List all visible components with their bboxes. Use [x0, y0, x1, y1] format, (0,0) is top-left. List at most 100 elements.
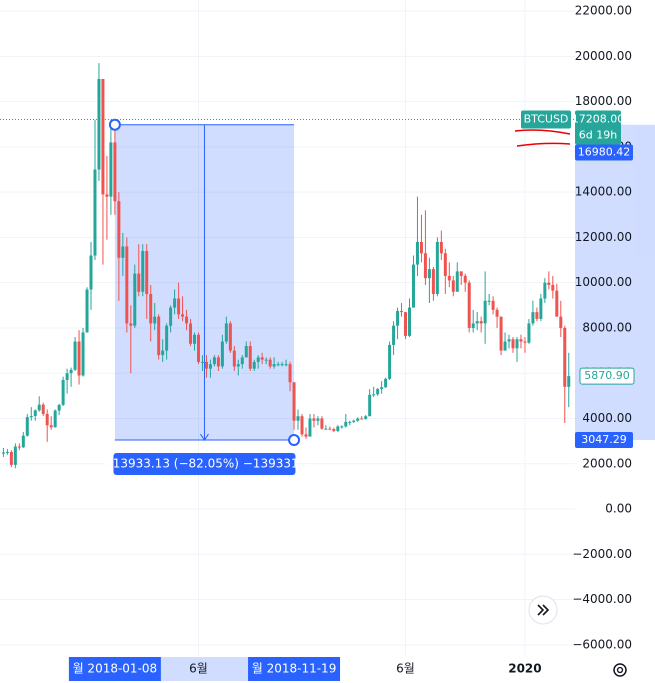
- candle-body: [567, 376, 571, 387]
- candle-body: [316, 418, 320, 421]
- candle-body: [153, 316, 157, 324]
- candle-body: [204, 361, 208, 369]
- candle-body: [133, 273, 137, 326]
- candle-body: [220, 341, 224, 367]
- last-price-box: [579, 367, 635, 385]
- candle-body: [45, 413, 49, 426]
- candle-body: [447, 275, 451, 281]
- candle-body: [252, 361, 256, 369]
- y-tick-label: 20000.00: [575, 49, 632, 63]
- candle-body: [312, 418, 316, 421]
- candle-body: [240, 357, 244, 365]
- candle-body: [85, 289, 89, 333]
- candle-body: [360, 418, 364, 420]
- candle-body: [117, 201, 121, 258]
- scroll-button[interactable]: [528, 595, 558, 625]
- candle-body: [264, 359, 268, 361]
- candle-body: [439, 241, 443, 254]
- candle-body: [431, 269, 435, 295]
- candle-body: [224, 323, 228, 342]
- candle-body: [475, 321, 479, 324]
- candle-body: [81, 332, 85, 376]
- candle-body: [41, 404, 45, 414]
- candle-body: [392, 325, 396, 345]
- candle-body: [352, 420, 356, 422]
- candle-body: [9, 451, 13, 465]
- measure-handle: [108, 118, 121, 131]
- last-price-label: 5870.90: [584, 369, 630, 382]
- candle-body: [507, 339, 511, 342]
- candle-body: [324, 428, 328, 430]
- candle-body: [483, 300, 487, 324]
- candle-body: [232, 350, 236, 367]
- candle-body: [193, 334, 197, 344]
- candle-body: [515, 339, 519, 349]
- candle-body: [495, 309, 499, 317]
- candle-body: [29, 415, 33, 418]
- candle-body: [33, 410, 37, 416]
- candle-body: [427, 269, 431, 279]
- candle-body: [423, 253, 427, 279]
- candle-body: [463, 275, 467, 283]
- candle-body: [304, 434, 308, 437]
- candle-body: [459, 271, 463, 276]
- candle-body: [455, 271, 459, 292]
- candle-body: [555, 290, 559, 317]
- candle-body: [61, 380, 65, 405]
- candle-body: [5, 451, 9, 453]
- time-label-box: [68, 657, 161, 681]
- candle-body: [137, 273, 141, 292]
- candle-body: [181, 314, 185, 317]
- candle-body: [479, 321, 483, 324]
- measure-bottom-label-box: [575, 432, 633, 449]
- candle-body: [109, 142, 113, 197]
- candle-body: [340, 426, 344, 428]
- candle-body: [161, 350, 165, 356]
- candle-body: [125, 246, 129, 324]
- candle-body: [185, 316, 189, 324]
- candle-body: [200, 361, 204, 363]
- candle-body: [49, 425, 53, 428]
- measure-top-label-box: [575, 144, 633, 161]
- y-tick-label: 18000.00: [575, 94, 632, 108]
- measure-arrow-head: [200, 433, 209, 441]
- candle-body: [256, 357, 260, 362]
- candle-body: [248, 346, 252, 369]
- measure-bottom-label: 3047.29: [581, 433, 627, 446]
- candle-body: [336, 426, 340, 431]
- candle-body: [519, 339, 523, 342]
- candle-body: [356, 418, 360, 421]
- candle-body: [384, 378, 388, 388]
- y-tick-label: −2000.00: [572, 547, 632, 561]
- price-label-box: [575, 110, 621, 145]
- candle-body: [276, 364, 280, 366]
- candle-body: [411, 264, 415, 308]
- candle-body: [435, 241, 439, 295]
- candle-body: [415, 241, 419, 265]
- candle-body: [523, 341, 527, 343]
- time-label-box: [248, 657, 341, 681]
- candle-body: [21, 435, 25, 448]
- candle-body: [320, 418, 324, 429]
- candle-body: [471, 323, 475, 328]
- candle-body: [13, 446, 17, 465]
- y-tick-label: 2000.00: [582, 456, 632, 470]
- candle-body: [129, 323, 133, 326]
- candle-body: [37, 404, 41, 411]
- candle-body: [404, 312, 408, 336]
- y-tick-label: 14000.00: [575, 185, 632, 199]
- measure-top-label: 16980.42: [578, 146, 631, 159]
- candle-body: [443, 253, 447, 276]
- measure-label: −13933.13 (−82.05%) −1393313: [103, 457, 307, 471]
- candle-body: [97, 78, 101, 170]
- annotation-line: [516, 142, 571, 147]
- candle-body: [451, 280, 455, 292]
- candle-body: [141, 251, 145, 292]
- y-tick-label: 0.00: [605, 502, 632, 516]
- settings-button[interactable]: [613, 663, 627, 677]
- overlay: 22000.0020000.0018000.0016000.0014000.00…: [0, 4, 635, 681]
- candle-body: [196, 334, 200, 362]
- candle-body: [380, 387, 384, 390]
- candle-body: [236, 364, 240, 367]
- candle-body: [407, 307, 411, 336]
